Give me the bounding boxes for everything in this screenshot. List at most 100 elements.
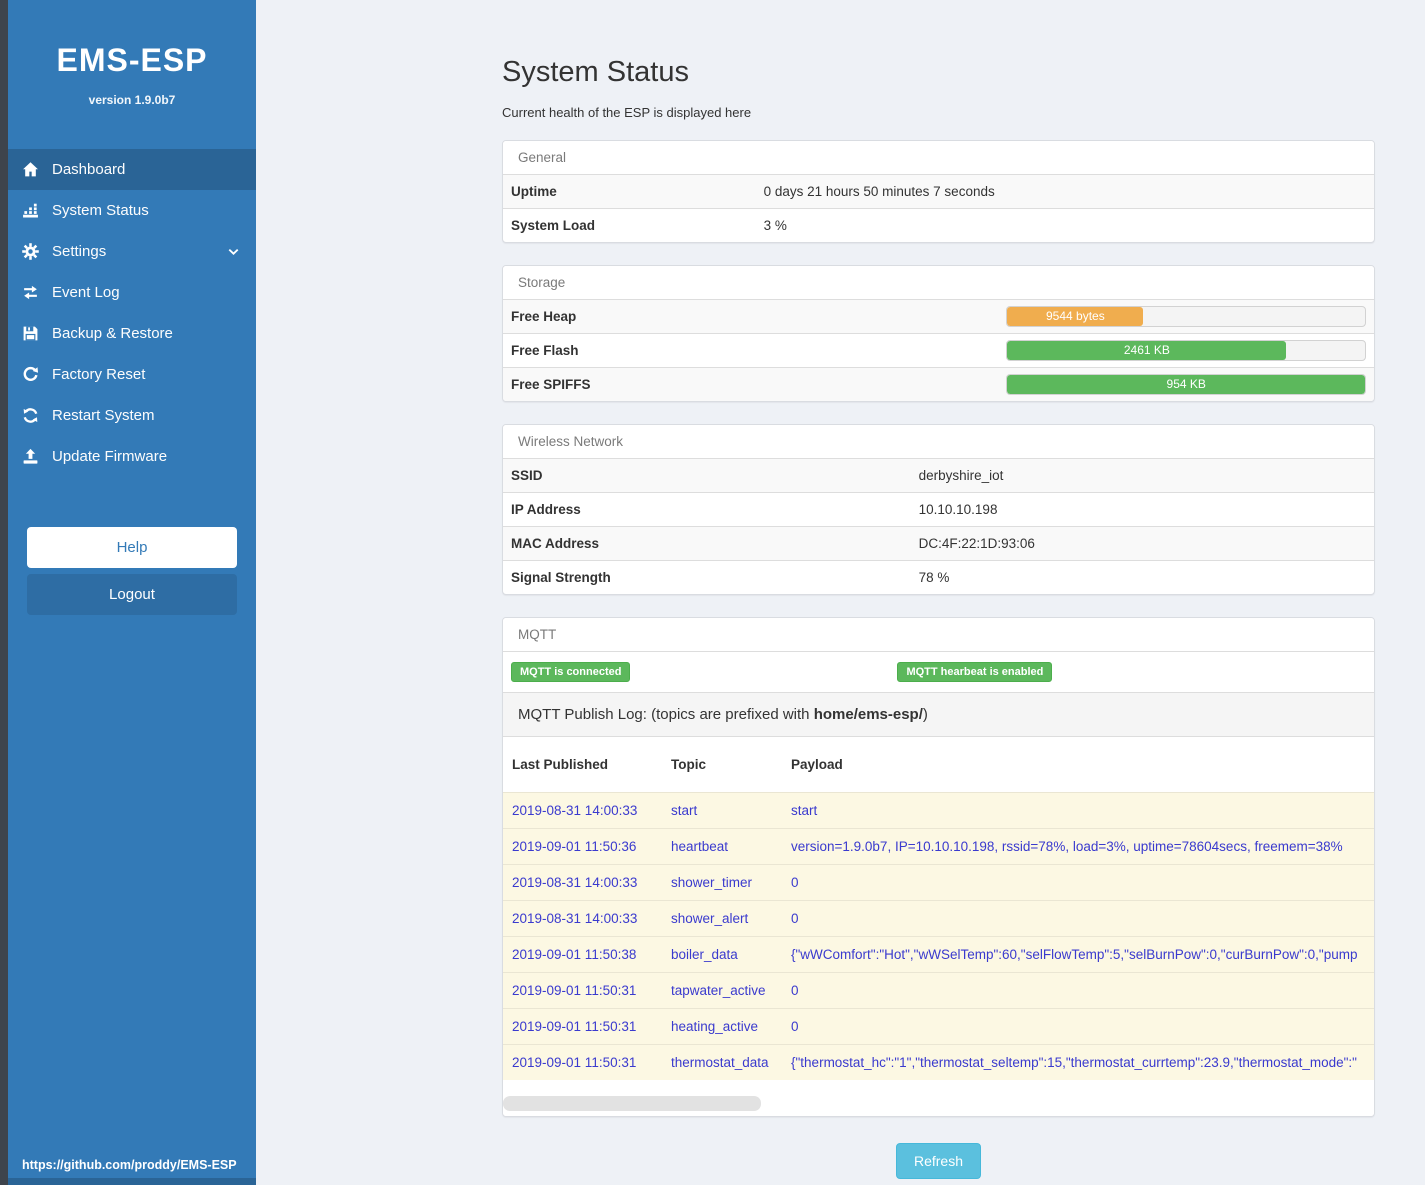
sidebar-item-label: Backup & Restore: [52, 325, 173, 342]
log-time: 2019-08-31 14:00:33: [512, 911, 638, 926]
free-heap-progress: 9544 bytes: [1006, 300, 1374, 333]
github-link[interactable]: https://github.com/proddy/EMS-ESP: [22, 1158, 237, 1172]
log-payload: version=1.9.0b7, IP=10.10.10.198, rssid=…: [791, 839, 1343, 854]
log-time: 2019-09-01 11:50:31: [512, 1019, 637, 1034]
table-row-signal-strength: Signal Strength 78 %: [503, 560, 1374, 594]
log-payload: 0: [791, 911, 799, 926]
sidebar-item-label: Restart System: [52, 407, 155, 424]
log-time: 2019-09-01 11:50:31: [512, 1055, 637, 1070]
progress-bar: 9544 bytes: [1007, 307, 1144, 326]
mqtt-heartbeat-badge: MQTT hearbeat is enabled: [897, 662, 1053, 682]
log-payload: {"thermostat_hc":"1","thermostat_seltemp…: [791, 1055, 1357, 1070]
mqtt-panel: MQTT MQTT is connected MQTT hearbeat is …: [502, 617, 1375, 1117]
row-label: System Load: [511, 218, 596, 233]
column-header-topic: Topic: [671, 757, 706, 772]
wireless-heading: Wireless Network: [503, 425, 1374, 459]
column-header-payload: Payload: [791, 757, 843, 772]
mqtt-heading: MQTT: [503, 618, 1374, 652]
table-row-ip-address: IP Address 10.10.10.198: [503, 492, 1374, 526]
table-row: 2019-09-01 11:50:31 heating_active 0: [503, 1008, 1374, 1044]
log-time: 2019-09-01 11:50:31: [512, 983, 637, 998]
row-value: DC:4F:22:1D:93:06: [918, 536, 1035, 551]
log-time: 2019-09-01 11:50:36: [512, 839, 637, 854]
mqtt-publish-log-title: MQTT Publish Log: (topics are prefixed w…: [503, 692, 1374, 737]
sidebar-item-update-firmware[interactable]: Update Firmware: [8, 436, 256, 477]
home-icon: [21, 161, 39, 178]
column-header-last-published: Last Published: [512, 757, 609, 772]
help-button[interactable]: Help: [27, 527, 237, 568]
gear-icon: [21, 243, 39, 260]
sidebar-buttons: Help Logout: [8, 527, 256, 615]
table-row: 2019-08-31 14:00:33 start start: [503, 792, 1374, 828]
sidebar-item-backup-restore[interactable]: Backup & Restore: [8, 313, 256, 354]
upload-icon: [21, 448, 39, 465]
scrollbar-thumb[interactable]: [503, 1096, 761, 1111]
table-row-mac-address: MAC Address DC:4F:22:1D:93:06: [503, 526, 1374, 560]
row-label: Uptime: [511, 184, 557, 199]
log-payload: start: [791, 803, 818, 818]
row-label: Free SPIFFS: [511, 377, 591, 392]
sidebar-nav: Dashboard System Status Settings Event L…: [8, 149, 256, 477]
page-title: System Status: [502, 56, 689, 88]
log-topic: thermostat_data: [671, 1055, 769, 1070]
progress-bar: 2461 KB: [1007, 341, 1287, 360]
row-label: SSID: [511, 468, 543, 483]
general-heading: General: [503, 141, 1374, 175]
sidebar-item-factory-reset[interactable]: Factory Reset: [8, 354, 256, 395]
table-row: 2019-09-01 11:50:36 heartbeat version=1.…: [503, 828, 1374, 864]
log-payload: {"wWComfort":"Hot","wWSelTemp":60,"selFl…: [791, 947, 1358, 962]
publish-log-prefix-topic: home/ems-esp/: [813, 706, 923, 723]
row-label: MAC Address: [511, 536, 600, 551]
logout-button[interactable]: Logout: [27, 574, 237, 615]
row-value: 10.10.10.198: [918, 502, 998, 517]
table-row-free-flash: Free Flash 2461 KB: [503, 333, 1374, 367]
log-payload: 0: [791, 983, 799, 998]
row-value: derbyshire_iot: [918, 468, 1004, 483]
sidebar-item-settings[interactable]: Settings: [8, 231, 256, 272]
table-row-system-load: System Load 3 %: [503, 208, 1374, 242]
sidebar-item-event-log[interactable]: Event Log: [8, 272, 256, 313]
row-value: 0 days 21 hours 50 minutes 7 seconds: [763, 184, 995, 199]
chart-icon: [21, 202, 39, 219]
sidebar-item-restart-system[interactable]: Restart System: [8, 395, 256, 436]
table-row: 2019-09-01 11:50:38 boiler_data {"wWComf…: [503, 936, 1374, 972]
sidebar-item-label: Factory Reset: [52, 366, 146, 383]
refresh-icon: [21, 407, 39, 424]
window-edge-strip: [0, 0, 8, 1185]
log-time: 2019-08-31 14:00:33: [512, 803, 638, 818]
mqtt-status-row: MQTT is connected MQTT hearbeat is enabl…: [503, 652, 1374, 692]
log-topic: shower_timer: [671, 875, 753, 890]
log-topic: heartbeat: [671, 839, 729, 854]
log-time: 2019-09-01 11:50:38: [512, 947, 637, 962]
mqtt-connected-badge: MQTT is connected: [511, 662, 631, 682]
table-row: 2019-08-31 14:00:33 shower_timer 0: [503, 864, 1374, 900]
rotate-right-icon: [21, 366, 39, 383]
row-value: 3 %: [763, 218, 787, 233]
app-title: EMS-ESP: [56, 42, 208, 78]
page-subtitle: Current health of the ESP is displayed h…: [502, 105, 752, 120]
log-time: 2019-08-31 14:00:33: [512, 875, 638, 890]
refresh-button[interactable]: Refresh: [895, 1143, 982, 1179]
sidebar-item-system-status[interactable]: System Status: [8, 190, 256, 231]
sidebar-item-label: Event Log: [52, 284, 120, 301]
free-spiffs-progress: 954 KB: [1006, 368, 1374, 401]
row-label: IP Address: [511, 502, 581, 517]
row-label: Free Flash: [511, 343, 579, 358]
save-icon: [21, 325, 39, 342]
table-row: 2019-09-01 11:50:31 tapwater_active 0: [503, 972, 1374, 1008]
log-topic: shower_alert: [671, 911, 749, 926]
table-row: 2019-08-31 14:00:33 shower_alert 0: [503, 900, 1374, 936]
log-payload: 0: [791, 875, 799, 890]
log-topic: start: [671, 803, 698, 818]
chevron-down-icon: [226, 244, 242, 260]
sidebar-bottom-strip: [0, 1178, 256, 1185]
general-panel: General Uptime 0 days 21 hours 50 minute…: [502, 140, 1375, 243]
main-content: System Status Current health of the ESP …: [256, 0, 1425, 1185]
sidebar-item-dashboard[interactable]: Dashboard: [8, 149, 256, 190]
publish-log-text: MQTT Publish Log: (topics are prefixed w…: [518, 706, 814, 723]
row-label: Signal Strength: [511, 570, 611, 585]
wireless-panel: Wireless Network SSID derbyshire_iot IP …: [502, 424, 1375, 595]
row-label: Free Heap: [511, 309, 577, 324]
log-topic: boiler_data: [671, 947, 738, 962]
table-row: 2019-09-01 11:50:31 thermostat_data {"th…: [503, 1044, 1374, 1080]
